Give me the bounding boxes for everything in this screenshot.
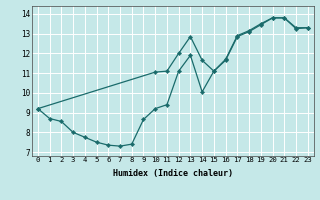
- X-axis label: Humidex (Indice chaleur): Humidex (Indice chaleur): [113, 169, 233, 178]
